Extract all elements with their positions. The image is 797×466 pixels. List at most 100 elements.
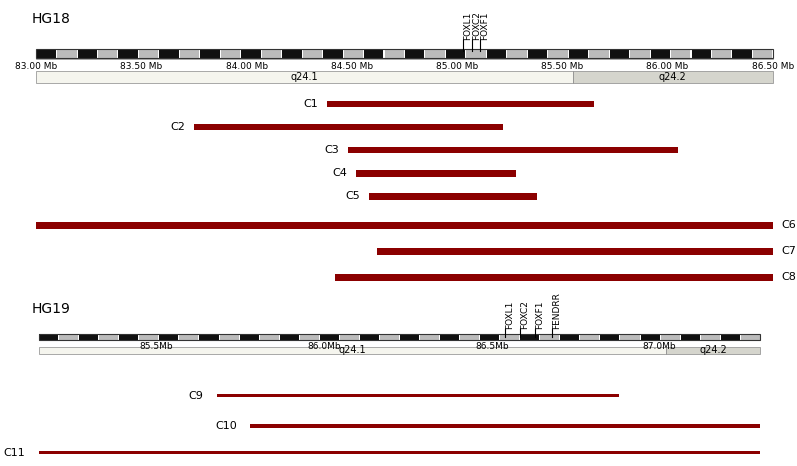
Bar [36,71,573,82]
Text: C2: C2 [171,122,186,132]
Text: 85.00 Mb: 85.00 Mb [436,62,478,71]
Bar [100,334,118,340]
Text: C8: C8 [781,272,796,282]
Bar [548,49,567,58]
Bar [610,49,629,58]
Text: FOXC2: FOXC2 [520,300,529,329]
Bar [260,334,279,340]
Text: q24.1: q24.1 [339,345,367,356]
Text: HG18: HG18 [32,12,71,26]
Bar [508,49,527,58]
Bar [199,334,218,340]
Bar [37,49,56,58]
Bar [630,49,650,58]
Bar [380,334,399,340]
Bar [347,147,678,153]
Text: q24.2: q24.2 [700,345,727,356]
Bar [732,49,752,58]
Bar [540,334,559,340]
Bar [120,334,139,340]
Bar [740,334,760,340]
Bar [384,49,404,58]
Text: HG19: HG19 [32,302,71,315]
Text: 86.00 Mb: 86.00 Mb [646,62,689,71]
Bar [520,334,540,340]
Bar [569,49,588,58]
Bar [194,124,504,130]
Text: 86.50 Mb: 86.50 Mb [752,62,794,71]
Bar [440,334,459,340]
Bar [420,334,439,340]
Bar [701,334,720,340]
Bar [466,49,486,58]
Bar [200,49,220,58]
Bar [139,49,159,58]
Text: 85.50 Mb: 85.50 Mb [541,62,583,71]
Bar [400,334,419,340]
Text: C7: C7 [781,247,796,256]
Text: 84.50 Mb: 84.50 Mb [331,62,373,71]
Bar [753,49,772,58]
Bar [250,424,760,428]
Text: 87.0Mb: 87.0Mb [642,342,677,351]
Bar [280,334,299,340]
Bar [340,334,359,340]
Text: FOXC2: FOXC2 [472,11,481,40]
Bar [38,347,666,354]
Bar [720,334,740,340]
Bar [501,334,519,340]
Bar [356,170,516,177]
Bar [487,49,506,58]
Bar [217,394,619,397]
Bar [344,49,363,58]
Bar [573,71,773,82]
Bar [159,334,179,340]
Bar [327,101,594,107]
Text: C6: C6 [781,220,796,230]
Bar [405,49,425,58]
Bar [59,334,78,340]
Bar [661,334,680,340]
Text: 86.0Mb: 86.0Mb [307,342,341,351]
Bar [303,49,322,58]
Bar [666,347,760,354]
Bar [57,49,77,58]
Bar [528,49,548,58]
Bar [139,334,159,340]
Text: C10: C10 [215,421,237,431]
Text: C4: C4 [333,168,347,178]
Text: 86.5Mb: 86.5Mb [475,342,508,351]
Text: 83.50 Mb: 83.50 Mb [120,62,163,71]
Bar [98,49,117,58]
Bar [180,49,199,58]
Bar [671,49,690,58]
Bar [681,334,700,340]
Bar [240,334,258,340]
Bar [159,49,179,58]
Bar [580,334,599,340]
Bar [79,334,98,340]
Bar [460,334,479,340]
Bar [589,49,609,58]
Bar [219,334,238,340]
Text: C5: C5 [346,192,360,201]
Text: FENDRR: FENDRR [552,292,561,329]
Bar [323,49,343,58]
Bar [261,49,281,58]
Text: FOXF1: FOXF1 [536,300,544,329]
Bar [650,49,670,58]
Bar [38,334,760,340]
Bar [641,334,660,340]
Text: 83.00 Mb: 83.00 Mb [15,62,57,71]
Bar [36,222,773,228]
Bar [426,49,445,58]
Bar [560,334,579,340]
Text: FOXF1: FOXF1 [481,11,489,40]
Bar [364,49,383,58]
Text: FOXL1: FOXL1 [505,301,514,329]
Bar [620,334,639,340]
Bar [360,334,379,340]
Bar [38,451,760,454]
Bar [369,193,537,199]
Text: FOXL1: FOXL1 [463,11,473,40]
